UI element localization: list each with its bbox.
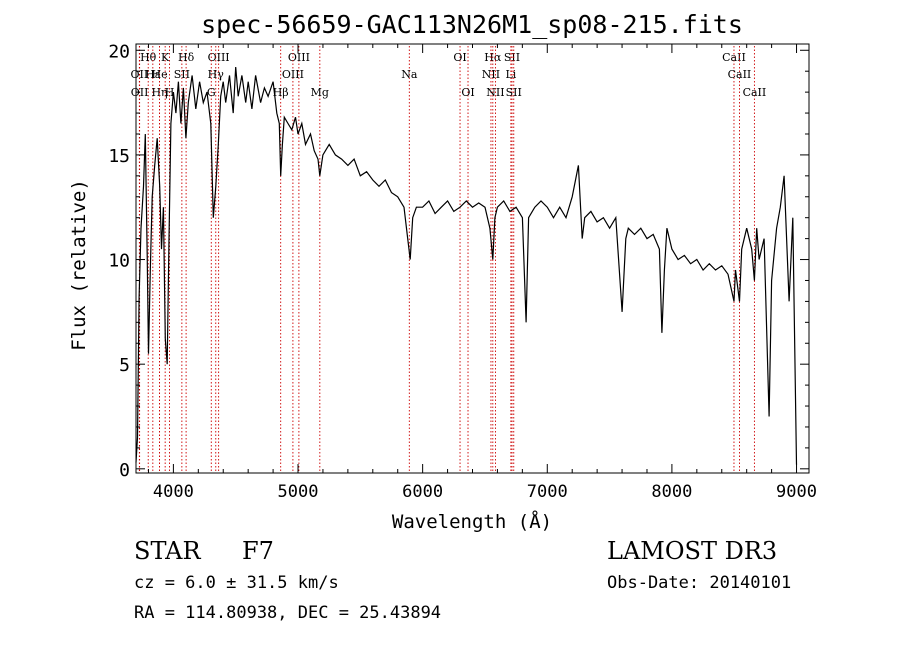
y-tick-label: 0 xyxy=(119,460,130,481)
line-marker-label: OIII xyxy=(288,51,310,64)
y-tick-label: 5 xyxy=(119,355,130,376)
x-axis-label: Wavelength (Å) xyxy=(392,510,552,533)
line-marker-label: G xyxy=(207,86,216,99)
line-marker-label: OI xyxy=(453,51,466,64)
line-marker-label: He xyxy=(152,68,168,81)
line-marker-label: NII xyxy=(486,86,504,99)
line-marker-label: Li xyxy=(505,68,516,81)
line-marker-label: Na xyxy=(401,68,418,81)
x-tick-label: 9000 xyxy=(776,482,817,502)
line-marker-label: SII xyxy=(506,86,522,99)
spectrum-line xyxy=(135,66,798,465)
line-marker-label: NII xyxy=(482,68,500,81)
y-tick-label: 10 xyxy=(108,251,130,272)
line-marker-label: Hδ xyxy=(178,51,195,64)
chart-title: spec-56659-GAC113N26M1_sp08-215.fits xyxy=(201,10,743,39)
object-class: STAR xyxy=(134,537,201,565)
line-marker-label: Hε xyxy=(145,68,161,81)
redshift-velocity: cz = 6.0 ± 31.5 km/s xyxy=(134,573,339,593)
line-marker-label: Hγ xyxy=(208,68,225,81)
x-axis-ticks: 4000 5000 6000 7000 8000 9000 xyxy=(147,44,817,502)
line-marker-label: Hθ xyxy=(140,51,157,64)
line-marker-label: Mg xyxy=(311,86,329,99)
x-tick-label: 8000 xyxy=(651,482,692,502)
line-marker-label: SII xyxy=(174,68,190,81)
y-tick-label: 15 xyxy=(108,146,130,167)
line-marker-label: CaII xyxy=(743,86,767,99)
coordinates: RA = 114.80938, DEC = 25.43894 xyxy=(134,603,442,623)
line-marker-label: Hα xyxy=(484,51,502,64)
y-axis-label: Flux (relative) xyxy=(68,179,90,351)
line-marker-label: K xyxy=(161,51,170,64)
line-marker-label: OIII xyxy=(282,68,304,81)
x-tick-label: 5000 xyxy=(278,482,319,502)
line-marker-label: OIII xyxy=(208,51,230,64)
x-tick-label: 4000 xyxy=(153,482,194,502)
y-axis-ticks: 0 5 10 15 20 xyxy=(108,41,809,481)
survey-name: LAMOST DR3 xyxy=(607,537,778,565)
line-marker-label: H xyxy=(165,86,175,99)
plot-frame xyxy=(135,43,810,474)
observation-date: Obs-Date: 20140101 xyxy=(607,573,792,593)
line-marker-label: SII xyxy=(504,51,520,64)
line-marker-label: Hβ xyxy=(273,86,289,99)
x-tick-label: 6000 xyxy=(402,482,443,502)
x-tick-label: 7000 xyxy=(527,482,568,502)
y-tick-label: 20 xyxy=(108,41,130,62)
line-marker-label: CaII xyxy=(722,51,746,64)
line-marker-label: OI xyxy=(461,86,474,99)
spectral-subclass: F7 xyxy=(242,537,274,565)
line-marker-label: CaII xyxy=(728,68,752,81)
